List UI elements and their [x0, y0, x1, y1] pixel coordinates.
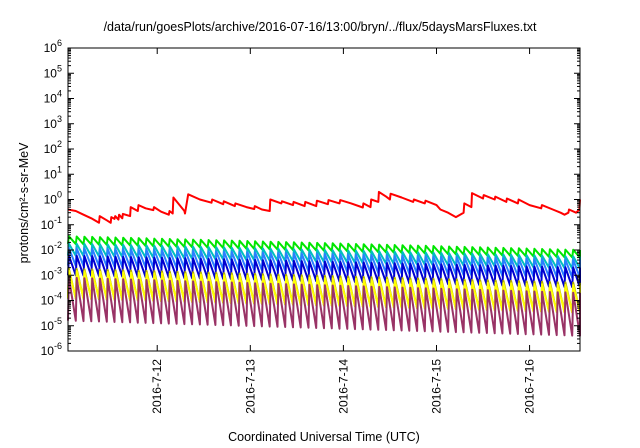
y-tick-label: 105 — [44, 63, 62, 80]
y-tick-label: 102 — [44, 139, 62, 156]
y-tick-label: 10-1 — [41, 215, 62, 232]
x-tick-label: 2016-7-16 — [523, 359, 537, 414]
y-tick-label: 10-3 — [41, 265, 62, 282]
y-tick-label: 100 — [44, 190, 62, 207]
x-tick-label: 2016-7-12 — [150, 359, 164, 414]
y-tick-label: 104 — [44, 89, 62, 106]
series-line-1 — [67, 235, 581, 259]
chart-title: /data/run/goesPlots/archive/2016-07-16/1… — [103, 20, 537, 34]
x-tick-label: 2016-7-15 — [429, 359, 443, 414]
y-axis-label: protons/cm²-s-sr-MeV — [17, 142, 31, 264]
y-tick-label: 101 — [44, 164, 62, 181]
y-tick-label: 10-5 — [41, 316, 62, 333]
y-tick-label: 103 — [44, 114, 62, 131]
y-tick-label: 10-6 — [41, 341, 62, 358]
x-axis-label: Coordinated Universal Time (UTC) — [228, 430, 420, 444]
y-tick-label: 106 — [44, 38, 62, 55]
x-axis: 2016-7-12 2016-7-13 2016-7-14 2016-7-15 2016… — [150, 48, 537, 414]
y-tick-label: 10-4 — [41, 291, 62, 308]
x-tick-label: 2016-7-13 — [243, 359, 257, 414]
y-tick-label: 10-2 — [41, 240, 62, 257]
series-layer — [67, 190, 581, 337]
series-line-0 — [67, 190, 581, 224]
x-tick-label: 2016-7-14 — [336, 359, 350, 414]
y-axis: 10-6 10-5 10-4 10-3 10-2 10-1 100 101 102 103 104 1… — [41, 38, 580, 358]
series-line-7 — [67, 276, 581, 337]
